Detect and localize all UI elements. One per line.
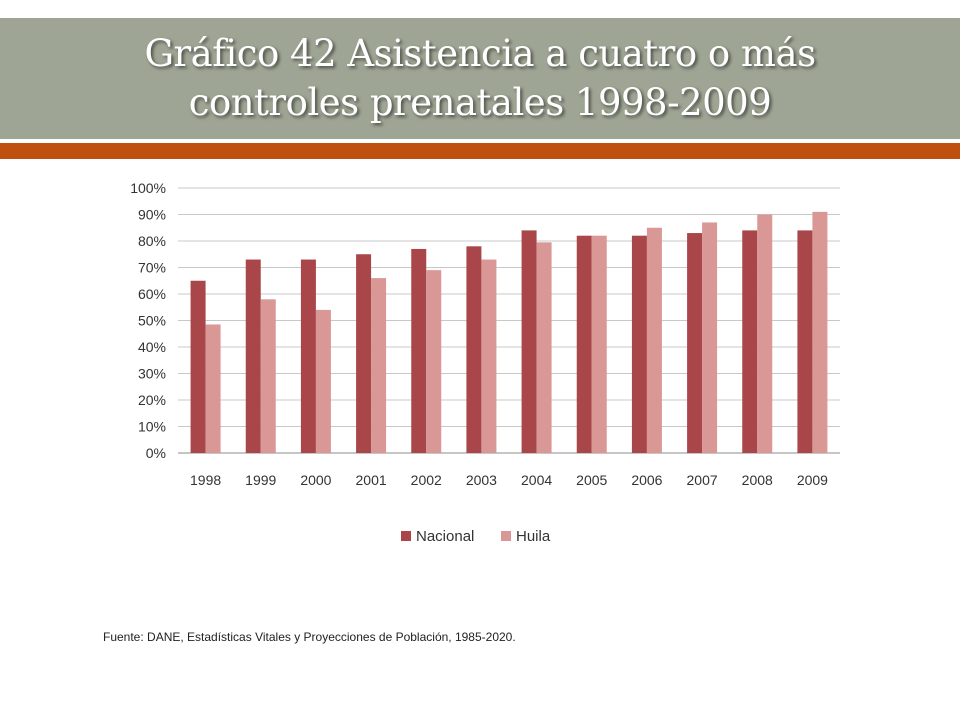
y-tick-label: 20%: [138, 392, 166, 408]
legend-swatch-nacional: [401, 531, 411, 541]
bar-huila: [812, 211, 828, 453]
bar-huila: [591, 235, 607, 453]
x-tick-label: 2003: [466, 472, 497, 488]
y-tick-label: 100%: [130, 180, 166, 196]
x-tick-label: 2009: [797, 472, 828, 488]
bar-nacional: [356, 254, 372, 453]
bar-huila: [536, 242, 552, 453]
bar-huila: [481, 259, 497, 453]
x-tick-label: 2001: [356, 472, 387, 488]
bar-nacional: [631, 235, 647, 453]
bar-nacional: [797, 230, 813, 453]
x-tick-label: 2008: [742, 472, 773, 488]
bar-nacional: [576, 235, 592, 453]
bar-nacional: [190, 280, 206, 453]
y-tick-label: 30%: [138, 366, 166, 382]
x-tick-label: 2006: [631, 472, 662, 488]
bar-nacional: [687, 233, 703, 453]
accent-bar: [0, 143, 960, 159]
y-tick-label: 80%: [138, 233, 166, 249]
bar-chart: 0% 10% 20% 30% 40% 50% 60% 70% 80% 90% 100% 1998 199…: [130, 180, 840, 545]
y-tick-label: 60%: [138, 286, 166, 302]
y-tick-label: 90%: [138, 207, 166, 223]
y-tick-label: 70%: [138, 260, 166, 276]
bar-nacional: [411, 248, 427, 453]
bar-huila: [646, 227, 662, 453]
x-tick-label: 2005: [576, 472, 607, 488]
x-tick-label: 2007: [687, 472, 718, 488]
y-tick-label: 50%: [138, 313, 166, 329]
bar-huila: [371, 278, 387, 453]
x-tick-label: 2004: [521, 472, 552, 488]
y-tick-label: 10%: [138, 419, 166, 435]
bar-nacional: [742, 230, 758, 453]
title-band: [0, 18, 960, 139]
bar-nacional: [300, 259, 316, 453]
x-tick-label: 1998: [190, 472, 221, 488]
legend-label-nacional: Nacional: [416, 528, 474, 545]
x-tick-label: 2002: [411, 472, 442, 488]
bar-huila: [315, 309, 331, 453]
legend-label-huila: Huila: [516, 528, 551, 545]
x-tick-label: 2000: [300, 472, 331, 488]
bar-nacional: [466, 246, 482, 453]
chart-area: 0% 10% 20% 30% 40% 50% 60% 70% 80% 90% 100% 1998 199…: [100, 172, 860, 572]
y-tick-label: 40%: [138, 339, 166, 355]
slide-title: Gráfico 42 Asistencia a cuatro o más con…: [144, 32, 816, 124]
bar-huila: [260, 299, 276, 453]
bar-huila: [702, 222, 718, 453]
source-note: Fuente: DANE, Estadísticas Vitales y Pro…: [103, 630, 516, 644]
bar-huila: [426, 270, 442, 453]
legend-swatch-huila: [501, 531, 511, 541]
bar-huila: [757, 214, 773, 453]
bar-nacional: [245, 259, 261, 453]
bar-huila: [205, 324, 221, 453]
bar-nacional: [521, 230, 537, 453]
x-tick-label: 1999: [245, 472, 276, 488]
y-tick-label: 0%: [146, 445, 166, 461]
title-divider: [0, 139, 960, 143]
